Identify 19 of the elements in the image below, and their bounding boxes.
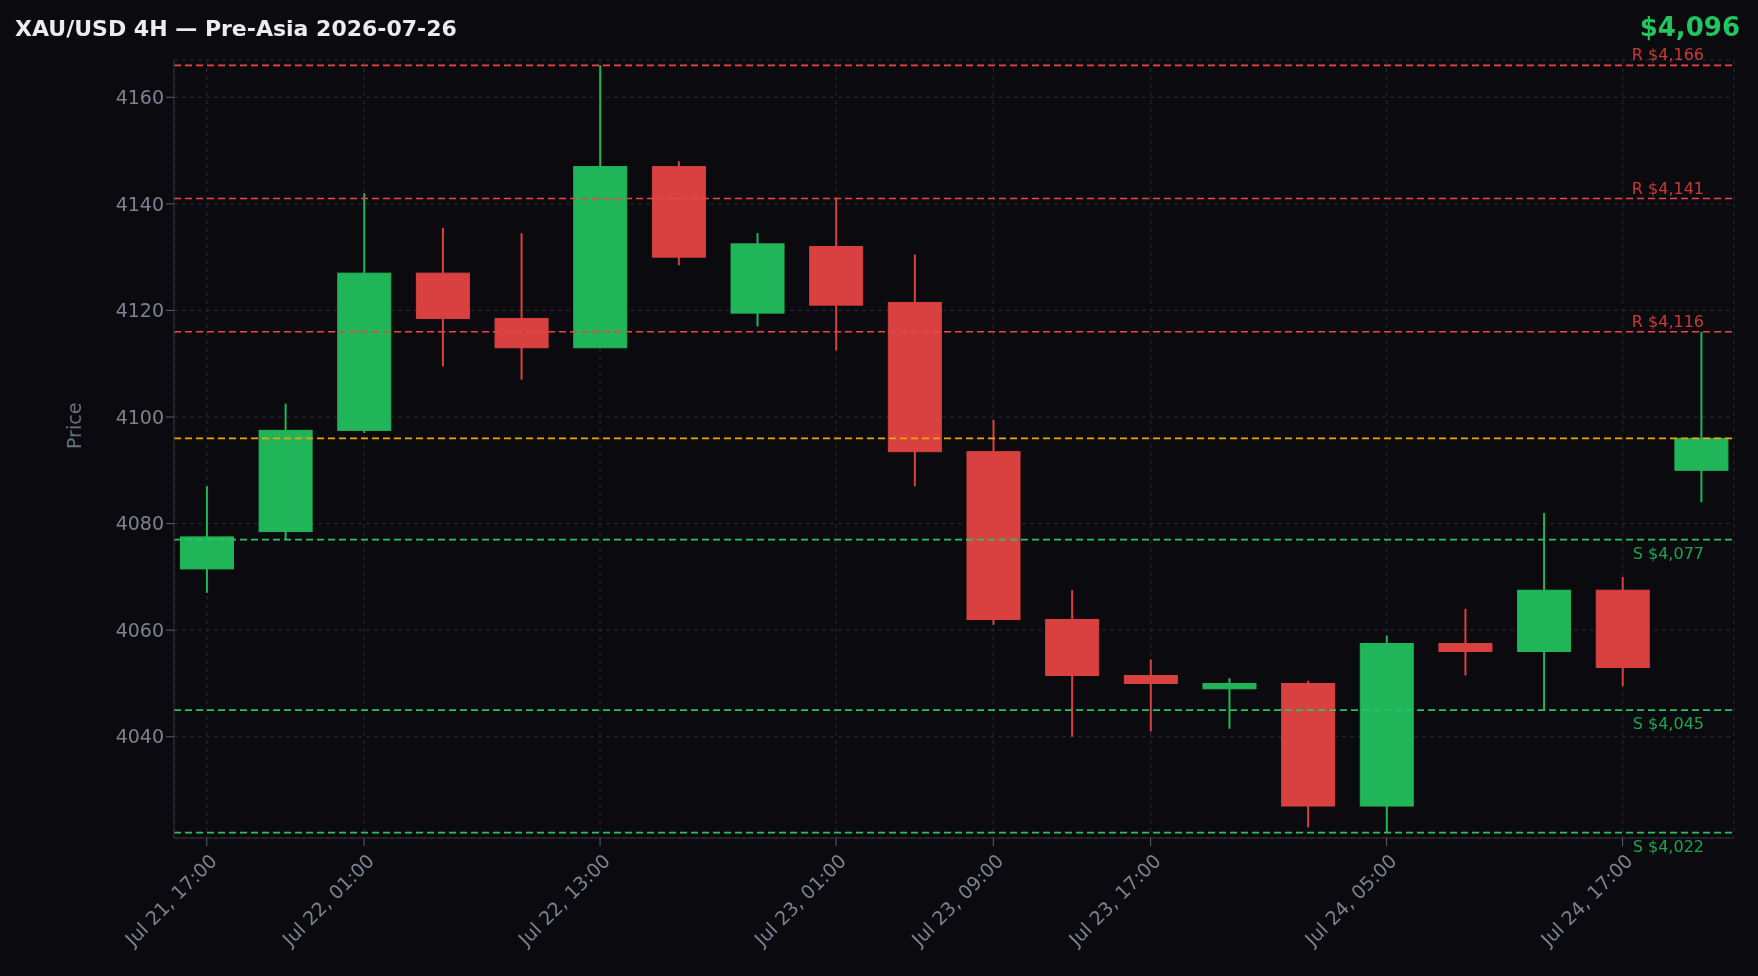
y-tick-label: 4120 bbox=[115, 299, 164, 322]
ref-line-label: R $4,141 bbox=[1631, 178, 1704, 198]
chart-title: XAU/USD 4H — Pre-Asia 2026-07-26 bbox=[15, 16, 457, 41]
y-axis-title: Price bbox=[62, 402, 85, 449]
y-tick-label: 4140 bbox=[115, 192, 164, 215]
ref-line-label: S $4,077 bbox=[1632, 543, 1704, 563]
candlestick bbox=[1438, 607, 1493, 677]
ref-line-label: R $4,166 bbox=[1631, 45, 1704, 65]
candlestick bbox=[1202, 677, 1257, 730]
y-tick-label: 4060 bbox=[115, 618, 164, 641]
text: $4,096 bbox=[1639, 12, 1740, 42]
ref-line-label: R $4,116 bbox=[1631, 311, 1704, 331]
ref-line-label: S $4,045 bbox=[1632, 714, 1704, 734]
y-tick-label: 4160 bbox=[115, 86, 164, 109]
y-tick-label: 4040 bbox=[115, 725, 164, 748]
candlestick bbox=[1123, 658, 1178, 733]
y-tick-label: 4080 bbox=[115, 512, 164, 535]
y-tick-label: 4100 bbox=[115, 405, 164, 428]
ref-line-label: S $4,022 bbox=[1632, 836, 1704, 856]
